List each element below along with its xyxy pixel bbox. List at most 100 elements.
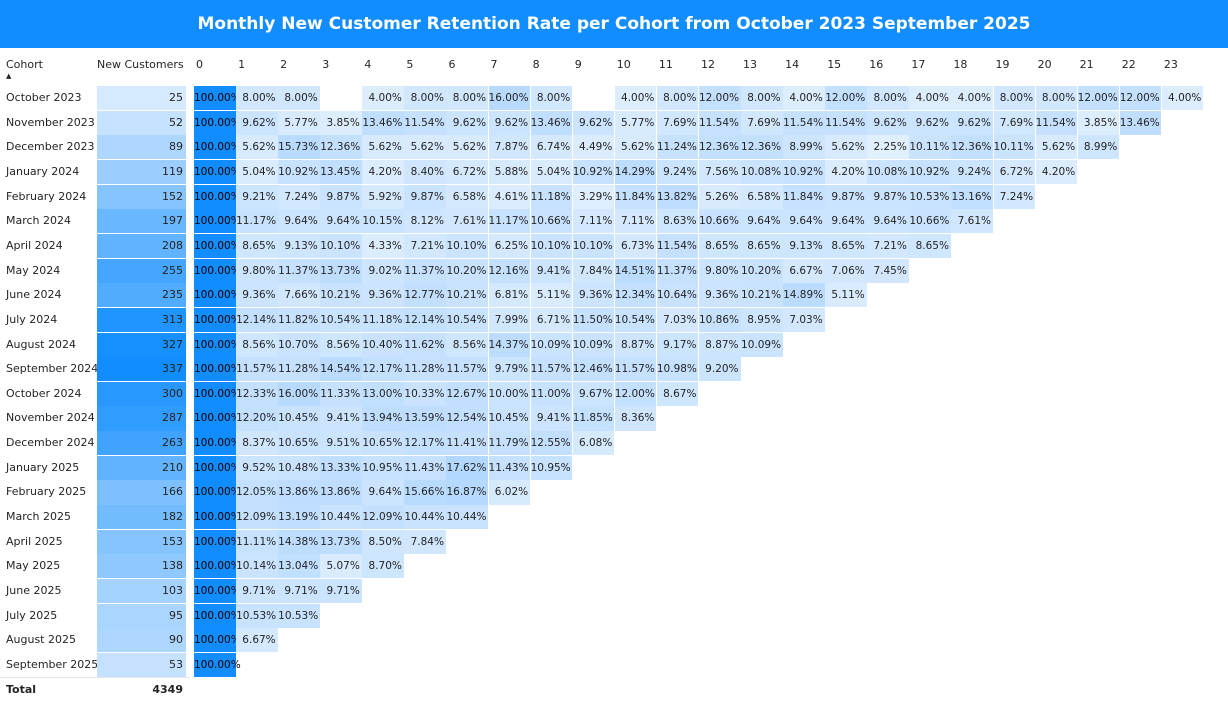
retention-cell: 8.65% — [236, 233, 278, 259]
retention-cell: 7.66% — [278, 283, 320, 308]
new-customers-cell: 25 — [97, 86, 186, 111]
retention-cell: 10.92% — [278, 159, 320, 185]
retention-cell: 11.57% — [236, 357, 278, 382]
retention-cell: 14.37% — [488, 332, 531, 357]
retention-cell: 11.62% — [404, 332, 446, 357]
retention-cell: 13.46% — [362, 110, 404, 135]
retention-cell: 10.92% — [909, 159, 951, 185]
retention-cell: 10.00% — [488, 381, 531, 406]
retention-cell: 9.80% — [698, 258, 741, 283]
retention-cell: 7.21% — [404, 233, 446, 259]
retention-cell: 4.00% — [951, 86, 994, 111]
new-customers-cell: 337 — [97, 357, 186, 382]
retention-cell: 9.51% — [320, 431, 362, 456]
retention-cell: 10.40% — [362, 332, 404, 357]
retention-cell: 9.79% — [488, 357, 531, 382]
retention-cell: 100.00% — [194, 406, 241, 431]
retention-cell: 11.00% — [530, 381, 573, 406]
retention-cell: 13.33% — [320, 455, 362, 480]
retention-cell: 6.72% — [993, 159, 1036, 185]
retention-cell: 100.00% — [194, 652, 241, 678]
retention-cell: 4.00% — [614, 86, 657, 111]
retention-cell: 12.17% — [362, 357, 404, 382]
retention-cell: 12.36% — [741, 135, 783, 160]
row-label-cohort: January 2025 — [6, 460, 80, 474]
row-label-cohort: June 2025 — [6, 584, 62, 597]
row-label-cohort: June 2024 — [6, 288, 62, 302]
retention-cell: 11.57% — [530, 357, 573, 382]
retention-cell: 5.77% — [614, 110, 657, 135]
row-label-cohort: October 2023 — [6, 91, 82, 104]
retention-cell: 8.99% — [1077, 135, 1120, 160]
retention-cell: 8.36% — [614, 406, 657, 431]
retention-cell: 8.00% — [993, 86, 1036, 111]
retention-cell: 12.46% — [572, 357, 615, 382]
retention-cell: 7.84% — [404, 529, 446, 554]
column-header-period: 11 — [658, 58, 673, 71]
retention-cell: 6.71% — [530, 307, 573, 332]
retention-cell: 12.00% — [1077, 86, 1120, 111]
retention-cell: 12.00% — [825, 86, 867, 111]
retention-cell: 13.04% — [278, 554, 320, 579]
retention-cell: 16.00% — [278, 381, 320, 406]
column-header-period: 8 — [532, 58, 540, 71]
retention-cell: 13.00% — [362, 381, 404, 406]
retention-cell: 9.13% — [278, 233, 320, 259]
retention-cell: 9.36% — [236, 283, 278, 308]
retention-cell: 5.77% — [278, 110, 320, 135]
retention-cell: 8.00% — [741, 86, 783, 111]
retention-cell: 5.26% — [698, 184, 741, 209]
new-customers-cell: 166 — [97, 480, 186, 505]
retention-cell: 12.20% — [236, 406, 278, 431]
retention-cell: 6.58% — [741, 184, 783, 209]
retention-cell: 10.11% — [993, 135, 1036, 160]
retention-cell: 5.92% — [362, 184, 404, 209]
retention-cell: 12.33% — [236, 381, 278, 406]
new-customers-cell: 153 — [97, 529, 186, 554]
retention-cell: 11.57% — [446, 357, 489, 382]
retention-cell: 10.95% — [362, 455, 404, 480]
retention-cell: 10.86% — [698, 307, 741, 332]
retention-cell: 100.00% — [194, 431, 241, 456]
retention-cell: 8.56% — [446, 332, 489, 357]
row-label-cohort: December 2023 — [6, 140, 95, 154]
row-label-cohort: January 2024 — [6, 164, 80, 178]
new-customers-cell: 300 — [97, 381, 186, 406]
retention-cell: 8.56% — [236, 332, 278, 357]
retention-cell: 11.37% — [404, 258, 446, 283]
retention-cell: 10.11% — [909, 135, 951, 160]
retention-cell: 4.49% — [572, 135, 615, 160]
retention-cell: 10.20% — [446, 258, 489, 283]
retention-cell: 9.67% — [572, 381, 615, 406]
retention-cell: 13.16% — [951, 184, 994, 209]
retention-cell: 100.00% — [194, 357, 241, 382]
column-header-period: 12 — [700, 58, 715, 71]
retention-cell: 8.00% — [404, 86, 446, 111]
retention-cell: 10.21% — [446, 283, 489, 308]
retention-cell: 9.24% — [656, 159, 699, 185]
retention-cell: 7.99% — [488, 307, 531, 332]
retention-cell: 12.77% — [404, 283, 446, 308]
retention-cell: 8.65% — [909, 233, 951, 259]
new-customers-cell: 235 — [97, 283, 186, 308]
retention-cell: 8.65% — [741, 233, 783, 259]
sort-ascending-icon[interactable]: ▲ — [6, 72, 12, 80]
retention-cell: 13.46% — [530, 110, 573, 135]
new-customers-cell: 90 — [97, 628, 186, 653]
retention-cell: 12.36% — [951, 135, 994, 160]
retention-cell: 11.41% — [446, 431, 489, 456]
retention-cell: 8.87% — [614, 332, 657, 357]
retention-cell: 16.00% — [488, 86, 531, 111]
retention-cell: 12.14% — [404, 307, 446, 332]
column-header-period: 16 — [869, 58, 884, 71]
retention-cell: 10.54% — [446, 307, 489, 332]
retention-cell: 100.00% — [194, 135, 241, 160]
retention-cell: 9.36% — [572, 283, 615, 308]
retention-cell: 9.87% — [404, 184, 446, 209]
retention-cell: 100.00% — [194, 505, 241, 530]
column-header-new-customers: New Customers — [97, 58, 184, 71]
retention-cell: 11.54% — [1035, 110, 1078, 135]
new-customers-cell: 210 — [97, 455, 186, 480]
retention-cell: 13.45% — [320, 159, 362, 185]
row-label-cohort: July 2025 — [6, 608, 58, 622]
